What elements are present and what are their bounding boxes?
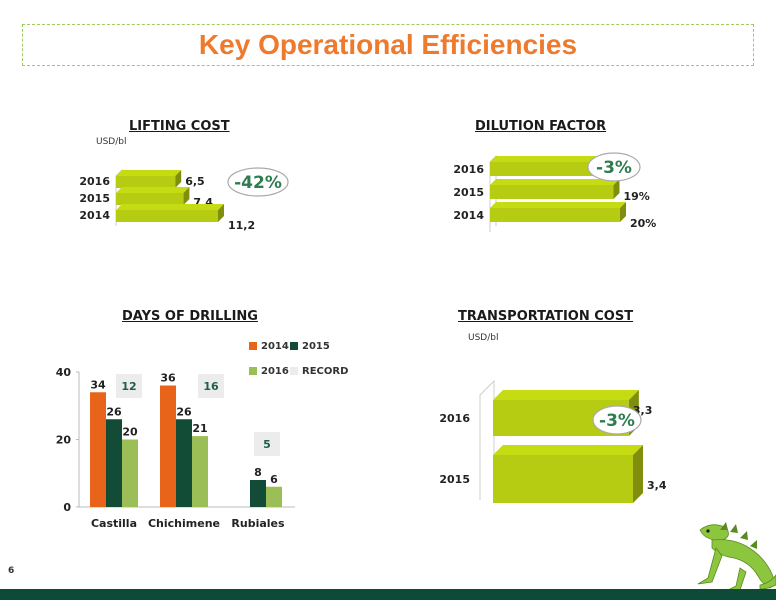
legend-label-2014: 2014 bbox=[261, 341, 289, 352]
drilling-data-label: 20 bbox=[122, 426, 138, 439]
lifting-bar-2016-side bbox=[175, 170, 182, 188]
record-value: 5 bbox=[263, 438, 271, 451]
legend-swatch-2014 bbox=[249, 342, 257, 350]
transport-bar-2015-face bbox=[493, 455, 633, 503]
dilution-annotation: -3% bbox=[596, 158, 632, 178]
legend-label-2015: 2015 bbox=[302, 341, 330, 352]
page-title: Key Operational Efficiencies bbox=[198, 29, 578, 60]
dilution-bar-2014 bbox=[490, 202, 626, 222]
page-number: 6 bbox=[8, 566, 15, 576]
dilution-value-label: 20% bbox=[630, 217, 656, 230]
drilling-bar-chichimene-2014 bbox=[160, 385, 176, 507]
transport-value-label: 3,4 bbox=[647, 479, 667, 492]
lifting-category-label: 2016 bbox=[79, 175, 110, 188]
lifting-category-label: 2014 bbox=[79, 209, 110, 222]
lifting-bar-2015-side bbox=[183, 187, 190, 205]
bottom-bar bbox=[0, 589, 776, 600]
legend-swatch-2016 bbox=[249, 367, 257, 375]
legend-2016: 2016 bbox=[249, 366, 289, 377]
lifting-bar-2016-top bbox=[116, 170, 182, 176]
drilling-bar-rubiales-2015 bbox=[250, 480, 266, 507]
record-box-chichimene bbox=[198, 374, 224, 398]
dilution-bar-2015 bbox=[490, 179, 620, 199]
record-box-castilla bbox=[116, 374, 142, 398]
drilling-y-tick-label: 0 bbox=[63, 501, 71, 514]
drilling-category-label: Chichimene bbox=[148, 517, 220, 530]
transport-bar-2015-top bbox=[493, 445, 643, 455]
lifting-bar-2014 bbox=[116, 204, 224, 222]
record-box-rubiales bbox=[254, 432, 280, 456]
legend-swatch-2015 bbox=[290, 342, 298, 350]
drilling-bar-castilla-2015 bbox=[106, 419, 122, 507]
dilution-bar-2015-face bbox=[490, 185, 614, 199]
dilution-annotation-oval bbox=[587, 152, 641, 182]
record-value: 12 bbox=[121, 380, 136, 393]
lifting-value-label: 11,2 bbox=[228, 219, 255, 232]
drilling-data-label: 36 bbox=[160, 372, 176, 385]
lifting-category-label: 2015 bbox=[79, 192, 110, 205]
lifting-annotation-oval bbox=[227, 167, 289, 197]
drilling-bar-chichimene-2015 bbox=[176, 419, 192, 507]
dilution-category-label: 2016 bbox=[453, 163, 484, 176]
dilution-factor-heading: DILUTION FACTOR bbox=[475, 119, 607, 134]
drilling-data-label: 34 bbox=[90, 378, 106, 391]
legend-label-record: RECORD bbox=[302, 366, 349, 377]
transport-category-label: 2016 bbox=[439, 412, 470, 425]
dilution-category-label: 2014 bbox=[453, 209, 484, 222]
legend-label-2016: 2016 bbox=[261, 366, 289, 377]
dilution-bar-2015-top bbox=[490, 179, 620, 185]
lifting-cost-unit: USD/bl bbox=[96, 137, 127, 147]
title-box: Key Operational Efficiencies bbox=[22, 24, 754, 66]
drilling-y-tick-label: 40 bbox=[56, 366, 72, 379]
drilling-data-label: 26 bbox=[176, 405, 192, 418]
lifting-bar-2014-side bbox=[218, 204, 224, 222]
drilling-data-label: 26 bbox=[106, 405, 122, 418]
lifting-bar-2014-face bbox=[116, 210, 218, 222]
drilling-y-tick-label: 20 bbox=[56, 434, 72, 447]
dilution-bar-2015-side bbox=[613, 179, 620, 199]
lifting-value-label: 6,5 bbox=[185, 175, 205, 188]
dilution-value-label: 19% bbox=[624, 190, 650, 203]
legend-swatch-record bbox=[290, 367, 298, 375]
lifting-annotation: -42% bbox=[234, 173, 282, 193]
dilution-bar-2016 bbox=[490, 156, 607, 176]
dilution-category-label: 2015 bbox=[453, 186, 484, 199]
lifting-bar-2016 bbox=[116, 170, 182, 188]
transport-bar-2015-side bbox=[633, 445, 643, 503]
drilling-data-label: 21 bbox=[192, 422, 207, 435]
legend-2015: 2015 bbox=[290, 341, 330, 352]
dilution-bar-2014-face bbox=[490, 208, 620, 222]
transportation-cost-unit: USD/bl bbox=[468, 333, 499, 343]
lifting-bar-2016-face bbox=[116, 176, 176, 188]
lifting-cost-heading: LIFTING COST bbox=[129, 119, 230, 134]
lifting-bar-2015-face bbox=[116, 193, 184, 205]
drilling-bar-rubiales-2016 bbox=[266, 486, 282, 507]
transport-category-label: 2015 bbox=[439, 473, 470, 486]
legend-2014: 2014 bbox=[249, 341, 289, 352]
transport-annotation-oval bbox=[592, 405, 642, 435]
drilling-category-label: Rubiales bbox=[231, 517, 285, 530]
drilling-data-label: 8 bbox=[254, 466, 262, 479]
lifting-bar-2015-top bbox=[116, 187, 190, 193]
record-value: 16 bbox=[203, 380, 219, 393]
dilution-bar-2016-top bbox=[490, 156, 607, 162]
drilling-bar-castilla-2016 bbox=[122, 439, 138, 507]
days-of-drilling-heading: DAYS OF DRILLING bbox=[122, 309, 258, 324]
transportation-cost-heading: TRANSPORTATION COST bbox=[458, 309, 634, 324]
lifting-bar-2014-top bbox=[116, 204, 224, 210]
transport-bar-2016-top bbox=[493, 390, 639, 400]
legend-record: RECORD bbox=[290, 366, 348, 377]
transport-annotation: -3% bbox=[599, 411, 635, 431]
transport-bar-2015 bbox=[493, 445, 643, 503]
drilling-category-label: Castilla bbox=[91, 517, 137, 530]
dilution-bar-2014-top bbox=[490, 202, 626, 208]
lifting-bar-2015 bbox=[116, 187, 190, 205]
drilling-bar-chichimene-2016 bbox=[192, 436, 208, 507]
drilling-bar-castilla-2014 bbox=[90, 392, 106, 507]
dilution-bar-2016-face bbox=[490, 162, 601, 176]
drilling-data-label: 6 bbox=[270, 473, 278, 486]
dilution-bar-2014-side bbox=[620, 202, 626, 222]
